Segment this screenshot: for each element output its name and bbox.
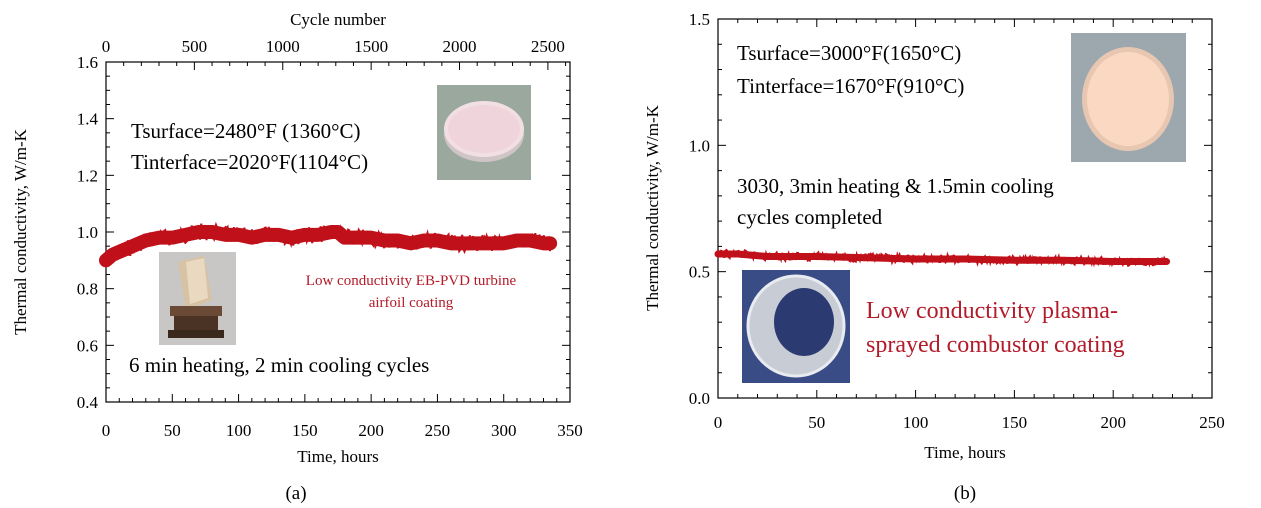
- y-tick-label: 0.8: [77, 280, 98, 299]
- x-tick-label: 150: [1002, 413, 1028, 432]
- y-tick-label: 1.6: [77, 53, 98, 72]
- combustor-liner-photo: [742, 270, 850, 383]
- y-tick-label: 1.4: [77, 110, 99, 129]
- condition-interface-b: Tinterface=1670°F(910°C): [737, 74, 964, 98]
- x2-tick-label: 1500: [354, 37, 388, 56]
- coating-disk-photo-b: [1071, 33, 1186, 162]
- x2-tick-labels-a: 0 500 1000 1500 2000 2500: [102, 37, 565, 56]
- cycles-label-a: 6 min heating, 2 min cooling cycles: [129, 353, 429, 377]
- x-tick-label: 200: [358, 421, 384, 440]
- y-tick-labels-a: 0.4 0.6 0.8 1.0 1.2 1.4 1.6: [77, 53, 99, 412]
- x2-tick-label: 500: [182, 37, 208, 56]
- y-tick-label: 0.5: [689, 263, 710, 282]
- cycles-label-line1-b: 3030, 3min heating & 1.5min cooling: [737, 174, 1054, 198]
- x-axis-label-a: Time, hours: [297, 447, 379, 466]
- x2-tick-label: 2500: [531, 37, 565, 56]
- coating-label-line1-b: Low conductivity plasma-: [866, 298, 1118, 324]
- x-tick-label: 50: [808, 413, 825, 432]
- x-tick-label: 250: [1199, 413, 1225, 432]
- x-tick-label: 250: [425, 421, 451, 440]
- y-tick-label: 0.4: [77, 393, 99, 412]
- cycles-label-line2-b: cycles completed: [737, 205, 883, 229]
- y-tick-label: 1.2: [77, 166, 98, 185]
- x-tick-label: 100: [226, 421, 252, 440]
- coating-label-line2-a: airfoil coating: [369, 295, 454, 311]
- turbine-airfoil-photo: [159, 252, 236, 345]
- coating-label-line1-a: Low conductivity EB-PVD turbine: [306, 273, 517, 289]
- axis-ticks-b: [717, 18, 1213, 399]
- series-b: [714, 248, 1171, 268]
- y-axis-label-b: Thermal conductivity, W/m-K: [643, 104, 662, 311]
- coating-label-line2-b: sprayed combustor coating: [866, 332, 1125, 358]
- x-tick-label: 100: [903, 413, 929, 432]
- condition-surface-b: Tsurface=3000°F(1650°C): [737, 41, 961, 65]
- x-tick-labels-b: 0 50 100 150 200 250: [714, 413, 1225, 432]
- axis-ticks-a: [105, 61, 571, 403]
- y-tick-label: 0.6: [77, 336, 98, 355]
- x-tick-label: 50: [164, 421, 181, 440]
- x-axis-label-b: Time, hours: [924, 443, 1006, 462]
- plot-frame-b: [717, 18, 1213, 399]
- series-noise: [717, 248, 1167, 268]
- x-tick-label: 150: [292, 421, 318, 440]
- y-tick-labels-b: 0.0 0.5 1.0 1.5: [689, 10, 710, 408]
- y-tick-label: 0.0: [689, 389, 710, 408]
- x2-tick-label: 1000: [266, 37, 300, 56]
- condition-interface-a: Tinterface=2020°F(1104°C): [131, 150, 368, 174]
- x2-tick-label: 2000: [443, 37, 477, 56]
- x-tick-label: 350: [557, 421, 583, 440]
- condition-surface-a: Tsurface=2480°F (1360°C): [131, 119, 361, 143]
- panel-a: 0.4 0.6 0.8 1.0 1.2 1.4 1.6 0 50 100 150 200 250 300…: [11, 10, 583, 504]
- panel-b: 0.0 0.5 1.0 1.5 0 50 100 150 200 250 Time, hours…: [643, 10, 1225, 504]
- x2-axis-label-a: Cycle number: [290, 10, 386, 29]
- x-tick-labels-a: 0 50 100 150 200 250 300 350: [102, 421, 583, 440]
- series-noise: [105, 221, 552, 262]
- x-tick-label: 0: [714, 413, 723, 432]
- y-tick-label: 1.0: [77, 223, 98, 242]
- panel-label-b: (b): [954, 483, 976, 504]
- y-tick-label: 1.5: [689, 10, 710, 29]
- y-axis-label-a: Thermal conductivity, W/m-K: [11, 128, 30, 335]
- coating-disk-photo-a: [437, 85, 531, 180]
- series-a: [99, 221, 558, 268]
- x-tick-label: 300: [491, 421, 517, 440]
- x2-tick-label: 0: [102, 37, 111, 56]
- x-tick-label: 0: [102, 421, 111, 440]
- y-tick-label: 1.0: [689, 136, 710, 155]
- panel-label-a: (a): [285, 483, 306, 504]
- x-tick-label: 200: [1100, 413, 1126, 432]
